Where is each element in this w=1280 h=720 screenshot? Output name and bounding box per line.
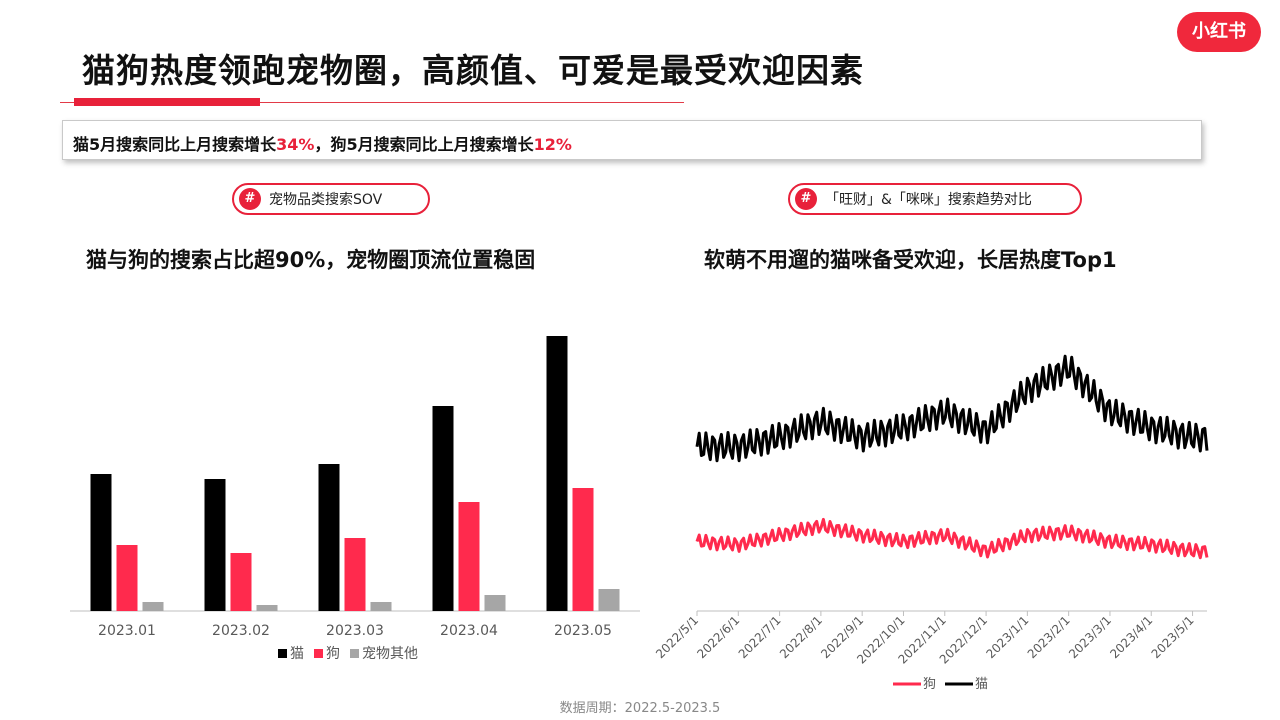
- x-tick-label: 2022/8/1: [777, 613, 825, 661]
- x-tick-label: 2023.05: [554, 623, 612, 639]
- x-tick-label: 2023/5/1: [1149, 613, 1197, 661]
- page-title: 猫狗热度领跑宠物圈，高颜值、可爱是最受欢迎因素: [82, 51, 864, 90]
- legend-swatch: [350, 649, 359, 658]
- bar-cat-2: [204, 479, 226, 611]
- bar-dog-2: [230, 553, 252, 611]
- legend-label: 猫: [975, 677, 988, 692]
- x-tick-label: 2022/5/1: [653, 613, 701, 661]
- x-tick-label: 2023.04: [440, 623, 498, 639]
- sov-tag-label: 宠物品类搜索SOV: [269, 192, 383, 208]
- x-tick-label: 2023/1/1: [983, 613, 1031, 661]
- dog-trend-line: [695, 517, 1209, 560]
- x-tick-label: 2023.03: [326, 623, 384, 639]
- bar-other-2: [256, 605, 278, 611]
- bar-cat-1: [90, 474, 112, 611]
- legend-label: 宠物其他: [362, 646, 418, 662]
- left-subtitle: 猫与狗的搜索占比超90%，宠物圈顶流位置稳固: [86, 248, 536, 272]
- bar-other-1: [142, 602, 164, 611]
- bar-dog-5: [572, 488, 594, 611]
- bar-cat-5: [546, 336, 568, 611]
- trend-tag: # 「旺财」&「咪咪」搜索趋势对比: [788, 183, 1082, 215]
- bar-cat-3: [318, 464, 340, 611]
- xiaohongshu-logo: 小红书: [1177, 12, 1261, 52]
- cat-growth-value: 34%: [276, 135, 315, 154]
- x-tick-label: 2023/4/1: [1107, 613, 1155, 661]
- x-tick-label: 2023/2/1: [1025, 613, 1073, 661]
- bar-other-4: [484, 595, 506, 611]
- bar-dog-1: [116, 545, 138, 611]
- right-subtitle: 软萌不用遛的猫咪备受欢迎，长居热度Top1: [704, 248, 1117, 272]
- legend-label: 猫: [290, 646, 304, 662]
- dog-growth-label: ，狗5月搜索同比上月搜索增长: [314, 135, 534, 154]
- x-tick-label: 2023/3/1: [1066, 613, 1114, 661]
- trend-line-chart: 2022/5/12022/6/12022/7/12022/8/12022/9/1…: [653, 354, 1209, 692]
- dog-growth-value: 12%: [533, 135, 572, 154]
- x-tick-label: 2023.02: [212, 623, 270, 639]
- title-accent-bar: [74, 98, 260, 106]
- bar-cat-4: [432, 406, 454, 611]
- bar-other-3: [370, 602, 392, 611]
- legend-label: 狗: [326, 646, 340, 662]
- x-tick-label: 2023.01: [98, 623, 156, 639]
- legend-swatch: [278, 649, 287, 658]
- data-period: 数据周期：2022.5-2023.5: [559, 701, 721, 716]
- hash-icon: #: [239, 188, 261, 210]
- trend-tag-label: 「旺财」&「咪咪」搜索趋势对比: [825, 192, 1032, 208]
- sov-bar-chart: 2023.01 2023.02 2023.03 2023.04 2023.05 猫 狗 宠物其…: [70, 336, 640, 662]
- sov-tag: # 宠物品类搜索SOV: [232, 183, 430, 215]
- summary-text: 猫5月搜索同比上月搜索增长34%，狗5月搜索同比上月搜索增长12%: [73, 131, 572, 155]
- cat-trend-line: [695, 354, 1209, 463]
- cat-growth-label: 猫5月搜索同比上月搜索增长: [73, 135, 277, 154]
- x-tick-label: 2022/6/1: [694, 613, 742, 661]
- summary-banner: 猫5月搜索同比上月搜索增长34%，狗5月搜索同比上月搜索增长12%: [62, 120, 1202, 160]
- bar-dog-4: [458, 502, 480, 611]
- legend-label: 狗: [923, 677, 936, 692]
- title-divider: [60, 102, 684, 103]
- bar-other-5: [598, 589, 620, 611]
- hash-icon: #: [795, 188, 817, 210]
- x-tick-label: 2022/7/1: [736, 613, 784, 661]
- legend-swatch: [314, 649, 323, 658]
- bar-dog-3: [344, 538, 366, 611]
